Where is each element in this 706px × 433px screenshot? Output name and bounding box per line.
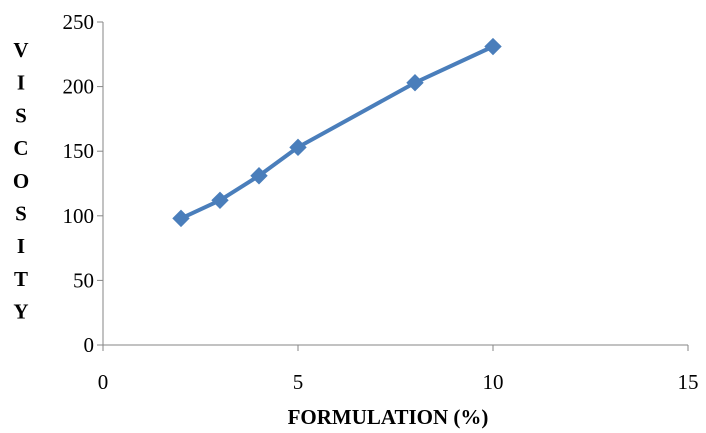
series-line: [179, 44, 495, 221]
series-group: [172, 37, 502, 228]
y-tick-label: 150: [63, 139, 95, 163]
axes: [97, 21, 689, 351]
y-tick-label: 100: [63, 204, 95, 228]
y-tick-label: 200: [63, 75, 95, 99]
y-tick-label: 50: [73, 268, 94, 292]
y-axis-title-letter: S: [15, 103, 27, 127]
x-tick-label: 5: [293, 370, 304, 394]
y-axis-title-letter: Y: [13, 300, 28, 324]
data-point-marker: [484, 37, 502, 56]
data-point-marker: [289, 138, 307, 157]
x-tick-label: 0: [98, 370, 109, 394]
data-point-marker: [211, 191, 229, 210]
x-axis-title: FORMULATION (%): [288, 405, 489, 429]
x-tick-label: 10: [483, 370, 504, 394]
data-point-marker: [250, 167, 268, 185]
y-axis-title-letter: I: [17, 71, 25, 95]
data-point-marker: [406, 74, 424, 92]
y-tick-label: 250: [63, 10, 95, 34]
y-axis-title-letter: C: [13, 136, 28, 160]
y-axis-title-letter: T: [14, 267, 28, 291]
y-axis-title-letter: I: [17, 234, 25, 258]
y-tick-label: 0: [84, 333, 95, 357]
y-axis-title-letter: O: [13, 169, 29, 193]
y-tick-labels: 0 50 100 150 200 250: [63, 10, 95, 357]
x-tick-label: 15: [678, 370, 699, 394]
y-axis-title-letter: S: [15, 202, 27, 226]
data-point-marker: [172, 209, 190, 228]
y-axis-title-letter: V: [13, 38, 28, 62]
x-tick-labels: 0 5 10 15: [98, 370, 699, 394]
